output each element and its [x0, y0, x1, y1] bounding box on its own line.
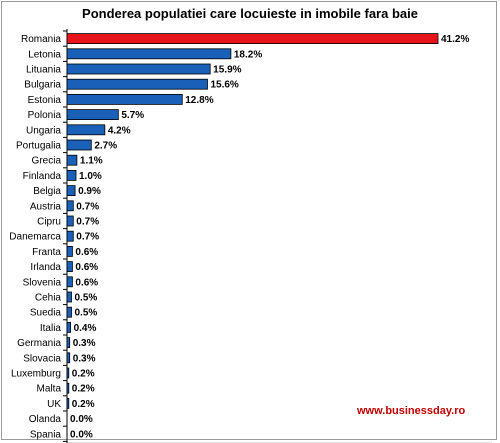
- bar: [66, 200, 74, 212]
- value-label: 2.7%: [94, 141, 117, 152]
- value-label: 0.3%: [73, 353, 96, 364]
- bar: [66, 63, 211, 75]
- bar: [66, 291, 72, 303]
- bar: [66, 94, 183, 105]
- bar: [66, 154, 78, 166]
- category-label: Slovenia: [23, 277, 62, 288]
- bar: [66, 337, 71, 349]
- bar: [66, 48, 232, 60]
- value-label: 0.0%: [70, 429, 93, 440]
- bar: [66, 109, 119, 120]
- bar: [66, 276, 73, 288]
- category-label: Germania: [17, 338, 61, 349]
- value-label: 0.0%: [70, 414, 93, 425]
- category-label: Suedia: [30, 308, 62, 319]
- category-label: Austria: [30, 201, 62, 212]
- category-label: Cipru: [37, 217, 61, 228]
- value-label: 0.5%: [75, 308, 98, 319]
- value-label: 15.9%: [213, 65, 241, 76]
- value-label: 0.7%: [76, 217, 99, 228]
- category-label: Danemarca: [9, 232, 61, 243]
- value-label: 1.1%: [80, 156, 103, 167]
- category-label: Malta: [37, 384, 62, 395]
- category-label: Slovacia: [23, 353, 61, 364]
- value-label: 0.2%: [72, 369, 95, 380]
- category-label: Bulgaria: [24, 80, 61, 91]
- value-label: 0.4%: [74, 323, 97, 334]
- bar: [66, 169, 77, 181]
- watermark-text: www.businessday.ro: [357, 405, 466, 417]
- category-label: Belgia: [33, 186, 61, 197]
- bar: [66, 215, 74, 227]
- value-label: 1.0%: [79, 171, 102, 182]
- bar: [66, 382, 70, 394]
- category-label: Grecia: [32, 156, 62, 167]
- category-label: Ungaria: [26, 125, 61, 136]
- value-label: 0.7%: [76, 201, 99, 212]
- value-label: 0.5%: [75, 293, 98, 304]
- category-label: Irlanda: [30, 262, 61, 273]
- category-label: Portugalia: [16, 141, 61, 152]
- bar: [66, 306, 72, 318]
- value-label: 0.9%: [78, 186, 101, 197]
- category-label: Luxemburg: [11, 369, 61, 380]
- bar: [66, 352, 71, 364]
- category-label: Polonia: [28, 110, 62, 121]
- value-label: 0.6%: [75, 277, 98, 288]
- category-label: Lituania: [26, 65, 61, 76]
- bar: [66, 367, 70, 379]
- value-label: 0.3%: [73, 338, 96, 349]
- category-label: Romania: [21, 34, 61, 45]
- value-label: 5.7%: [121, 110, 144, 121]
- value-label: 12.8%: [185, 95, 213, 106]
- category-label: Spania: [30, 429, 62, 440]
- value-label: 4.2%: [108, 125, 131, 136]
- value-label: 0.2%: [72, 384, 95, 395]
- bar: [66, 321, 72, 333]
- bar: [66, 245, 73, 257]
- bar: [66, 33, 439, 44]
- bar: [66, 397, 70, 409]
- value-label: 0.2%: [72, 399, 95, 410]
- category-label: UK: [47, 399, 61, 410]
- category-label: Olanda: [29, 414, 62, 425]
- bar: [66, 261, 73, 273]
- bar: [66, 139, 92, 151]
- value-label: 0.6%: [75, 262, 98, 273]
- category-label: Cehia: [35, 293, 62, 304]
- category-label: Letonia: [28, 49, 61, 60]
- value-label: 41.2%: [441, 34, 469, 45]
- value-label: 18.2%: [234, 49, 262, 60]
- category-label: Italia: [40, 323, 62, 334]
- bar: [66, 185, 76, 197]
- category-label: Franta: [32, 247, 61, 258]
- value-label: 15.6%: [210, 80, 238, 91]
- value-label: 0.7%: [76, 232, 99, 243]
- chart-title: Ponderea populatiei care locuieste in im…: [82, 6, 418, 21]
- bar: [66, 230, 74, 242]
- category-label: Estonia: [28, 95, 62, 106]
- value-label: 0.6%: [75, 247, 98, 258]
- bar: [66, 124, 106, 136]
- category-label: Finlanda: [23, 171, 62, 182]
- bar: [66, 78, 208, 90]
